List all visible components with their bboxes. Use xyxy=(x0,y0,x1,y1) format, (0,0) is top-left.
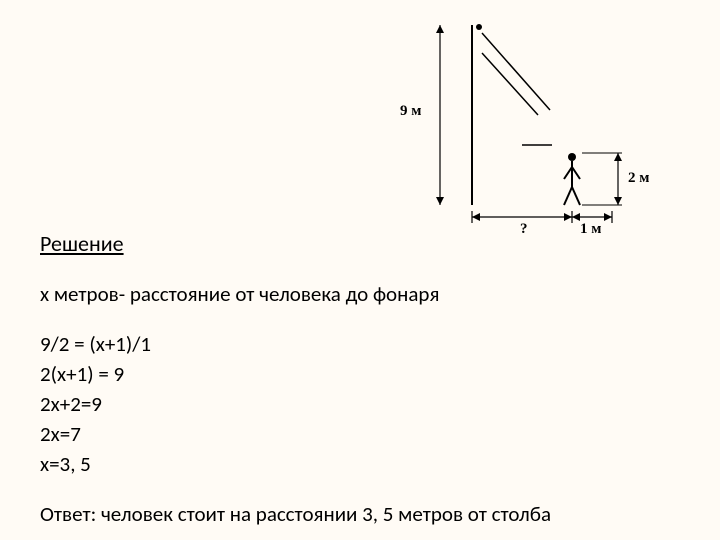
lamp-dot xyxy=(476,24,482,30)
eq-4: 2х=7 xyxy=(40,421,680,447)
ray-lower xyxy=(482,53,538,115)
label-pole-height: 9 м xyxy=(400,103,421,120)
eq-1: 9/2 = (х+1)/1 xyxy=(40,331,680,357)
dim-person-height xyxy=(582,153,622,205)
heading: Решение xyxy=(40,230,680,257)
solution-block: Решение х метров- расстояние от человека… xyxy=(40,230,680,531)
eq-3: 2х+2=9 xyxy=(40,391,680,417)
definition-line: х метров- расстояние от человека до фона… xyxy=(40,281,680,307)
dim-pole-height xyxy=(436,25,444,205)
equations: 9/2 = (х+1)/1 2(х+1) = 9 2х+2=9 2х=7 х=3… xyxy=(40,331,680,477)
label-person-height: 2 м xyxy=(628,170,649,187)
eq-5: х=3, 5 xyxy=(40,451,680,477)
problem-diagram: 9 м 2 м ? 1 м xyxy=(380,15,660,235)
ray-upper xyxy=(482,33,550,110)
eq-2: 2(х+1) = 9 xyxy=(40,361,680,387)
person-figure xyxy=(564,153,580,205)
answer-line: Ответ: человек стоит на расстоянии 3, 5 … xyxy=(40,501,680,527)
